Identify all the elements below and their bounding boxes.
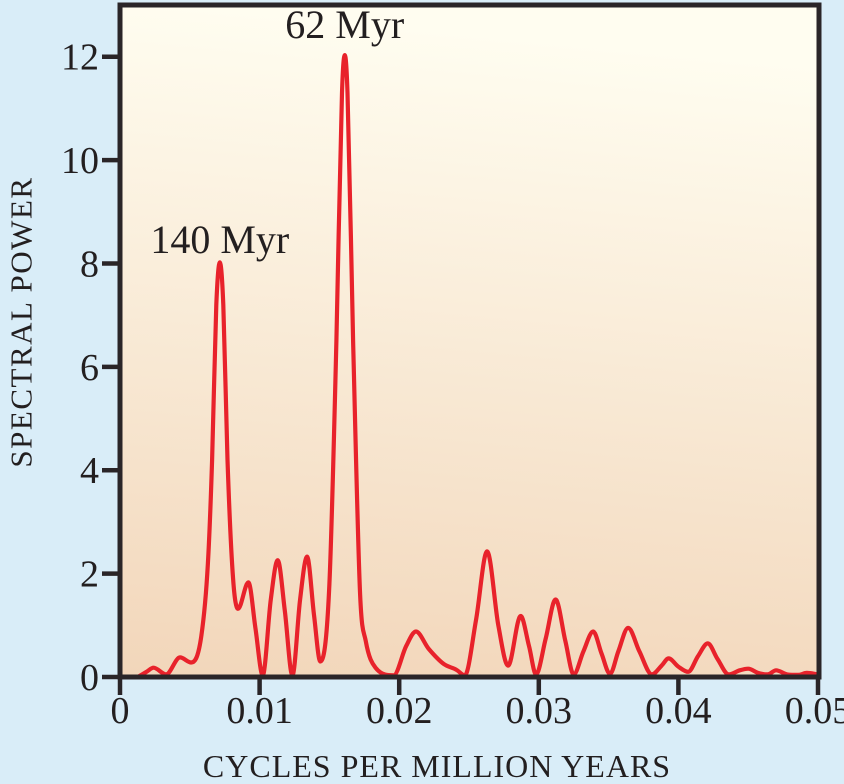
- y-axis-title: SPECTRAL POWER: [3, 176, 39, 468]
- y-tick-label: 12: [61, 37, 99, 79]
- plot-area-background: [120, 5, 819, 677]
- x-tick-label: 0.01: [226, 690, 293, 732]
- x-tick-label: 0.02: [366, 690, 433, 732]
- peak-label-62myr: 62 Myr: [285, 2, 405, 48]
- y-tick-label: 2: [80, 554, 99, 596]
- peak-label-140myr: 140 Myr: [150, 216, 290, 262]
- y-tick-label: 4: [80, 450, 99, 492]
- y-tick-label: 10: [61, 140, 99, 182]
- y-tick-label: 0: [80, 657, 99, 699]
- x-tick-label: 0: [111, 690, 130, 732]
- x-tick-label: 0.04: [645, 690, 712, 732]
- spectral-power-curve: [137, 53, 821, 679]
- x-tick-label: 0.05: [785, 690, 844, 732]
- y-tick-label: 8: [80, 243, 99, 285]
- plot-frame: [117, 2, 822, 680]
- x-axis-title: CYCLES PER MILLION YEARS: [202, 748, 672, 784]
- x-tick-label: 0.03: [506, 690, 573, 732]
- y-tick-label: 6: [80, 347, 99, 389]
